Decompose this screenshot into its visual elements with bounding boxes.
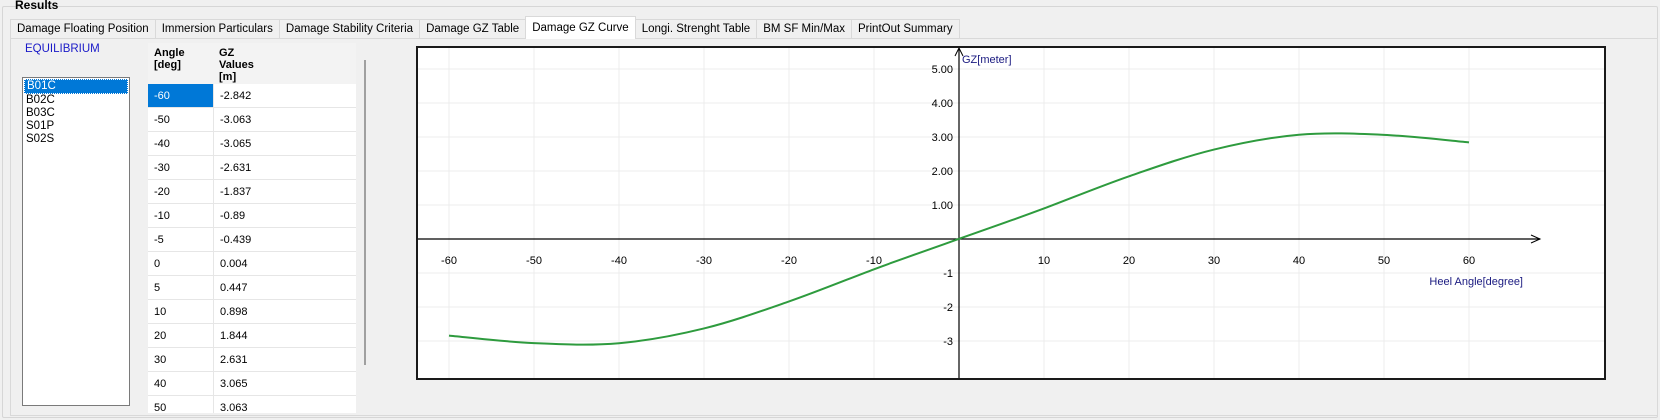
angle-cell[interactable]: 5	[154, 282, 161, 294]
case-item-b01c[interactable]: B01C	[24, 79, 128, 94]
gz-curve-line	[448, 132, 1470, 346]
case-item-b02c[interactable]: B02C	[26, 94, 55, 106]
table-row[interactable]: 20 1.844	[148, 324, 356, 348]
x-tick-label: 60	[1463, 255, 1475, 267]
gz-cell[interactable]: -0.439	[213, 228, 276, 251]
results-group-title: Results	[15, 0, 59, 12]
gz-cell[interactable]: -1.837	[213, 180, 276, 203]
tab-damage-gz-curve[interactable]: Damage GZ Curve	[525, 16, 636, 39]
table-row[interactable]: -20 -1.837	[148, 180, 356, 204]
tab-longi-strenght-table[interactable]: Longi. Strenght Table	[634, 19, 758, 39]
y-tick-label: 3.00	[932, 132, 953, 144]
angle-cell[interactable]: 0	[154, 258, 161, 270]
grid-body: -60 -2.842 -50 -3.063 -40 -3.065 -30 -2.631 -20-…	[148, 84, 356, 413]
gz-cell[interactable]: -2.631	[213, 156, 276, 179]
angle-cell[interactable]: -40	[154, 138, 170, 150]
gz-curve-chart: -60 -50 -40 -30 -20 -10 10 20 30 40 50 60 5.00 4.00 3.…	[416, 46, 1606, 380]
x-tick-label: 50	[1378, 255, 1390, 267]
angle-cell[interactable]: -50	[154, 114, 170, 126]
x-tick-label: -20	[781, 255, 797, 267]
table-row[interactable]: -30 -2.631	[148, 156, 356, 180]
gz-cell[interactable]: 0.004	[213, 252, 276, 275]
gz-cell[interactable]: 3.063	[213, 396, 276, 413]
angle-cell[interactable]: -10	[154, 210, 170, 222]
gz-values-grid[interactable]: Angle [deg] GZ Values [m] -60 -2.842 -50 -3.06…	[148, 43, 356, 413]
gz-cell[interactable]: 3.065	[213, 372, 276, 395]
gz-cell[interactable]: -3.063	[213, 108, 276, 131]
angle-cell[interactable]: 10	[154, 306, 167, 318]
table-row[interactable]: 10 0.898	[148, 300, 356, 324]
angle-cell[interactable]: 50	[154, 402, 167, 413]
y-tick-label: 2.00	[932, 166, 953, 178]
gz-column-header[interactable]: GZ Values [m]	[219, 47, 254, 83]
y-axis-arrow	[954, 48, 964, 57]
angle-cell[interactable]: -5	[154, 234, 164, 246]
x-axis-arrow	[1530, 234, 1542, 244]
angle-cell[interactable]: 30	[154, 354, 167, 366]
x-tick-label: 20	[1123, 255, 1135, 267]
tab-damage-floating-position[interactable]: Damage Floating Position	[10, 19, 156, 39]
tab-printout-summary[interactable]: PrintOut Summary	[851, 19, 960, 39]
y-tick-label: -3	[943, 336, 953, 348]
gz-cell[interactable]: 0.898	[213, 300, 276, 323]
table-row[interactable]: 0 0.004	[148, 252, 356, 276]
y-tick-label: 5.00	[932, 64, 953, 76]
x-tick-label: 30	[1208, 255, 1220, 267]
tab-damage-gz-table[interactable]: Damage GZ Table	[419, 19, 527, 39]
case-item-s02s[interactable]: S02S	[26, 133, 55, 145]
table-row[interactable]: -60 -2.842	[148, 84, 356, 108]
table-row[interactable]: 40 3.065	[148, 372, 356, 396]
gz-cell[interactable]: -0.89	[213, 204, 276, 227]
angle-column-header[interactable]: Angle [deg]	[154, 47, 185, 71]
angle-cell[interactable]: -60	[148, 84, 213, 107]
splitter-handle[interactable]	[364, 60, 366, 365]
table-row[interactable]: -5 -0.439	[148, 228, 356, 252]
gz-cell[interactable]: -2.842	[213, 84, 276, 107]
angle-cell[interactable]: 40	[154, 378, 167, 390]
angle-cell[interactable]: 20	[154, 330, 167, 342]
table-row[interactable]: 5 0.447	[148, 276, 356, 300]
x-tick-label: -10	[866, 255, 882, 267]
table-row[interactable]: 50 3.063	[148, 396, 356, 413]
x-tick-label: 10	[1038, 255, 1050, 267]
y-axis-label: GZ[meter]	[962, 54, 1012, 66]
x-tick-label: 40	[1293, 255, 1305, 267]
case-item-b03c[interactable]: B03C	[26, 107, 55, 119]
x-tick-label: -60	[441, 255, 457, 267]
equilibrium-label: EQUILIBRIUM	[25, 43, 100, 55]
case-item-s01p[interactable]: S01P	[26, 120, 55, 132]
x-axis-label: Heel Angle[degree]	[1429, 276, 1523, 288]
damage-case-list[interactable]: B01C B02C B03C S01P S02S	[22, 77, 130, 406]
angle-cell[interactable]: -20	[154, 186, 170, 198]
x-tick-label: -40	[611, 255, 627, 267]
gz-cell[interactable]: 0.447	[213, 276, 276, 299]
y-tick-label: 1.00	[932, 200, 953, 212]
gz-cell[interactable]: 2.631	[213, 348, 276, 371]
table-row[interactable]: -10 -0.89	[148, 204, 356, 228]
tab-bm-sf-min-max[interactable]: BM SF Min/Max	[756, 19, 852, 39]
x-tick-label: -50	[526, 255, 542, 267]
y-tick-label: 4.00	[932, 98, 953, 110]
table-row[interactable]: 30 2.631	[148, 348, 356, 372]
tab-immersion-particulars[interactable]: Immersion Particulars	[154, 19, 280, 39]
results-tabs: Damage Floating Position Immersion Partic…	[10, 16, 960, 39]
gz-curve-svg: -60 -50 -40 -30 -20 -10 10 20 30 40 50 60 5.00 4.00 3.…	[418, 48, 1604, 378]
table-row[interactable]: -50 -3.063	[148, 108, 356, 132]
tab-damage-stability-criteria[interactable]: Damage Stability Criteria	[278, 19, 421, 39]
gz-cell[interactable]: 1.844	[213, 324, 276, 347]
y-tick-label: -1	[943, 268, 953, 280]
x-tick-label: -30	[696, 255, 712, 267]
table-row[interactable]: -40 -3.065	[148, 132, 356, 156]
y-tick-label: -2	[943, 302, 953, 314]
angle-cell[interactable]: -30	[154, 162, 170, 174]
grid-header: Angle [deg] GZ Values [m]	[148, 43, 356, 84]
gz-cell[interactable]: -3.065	[213, 132, 276, 155]
